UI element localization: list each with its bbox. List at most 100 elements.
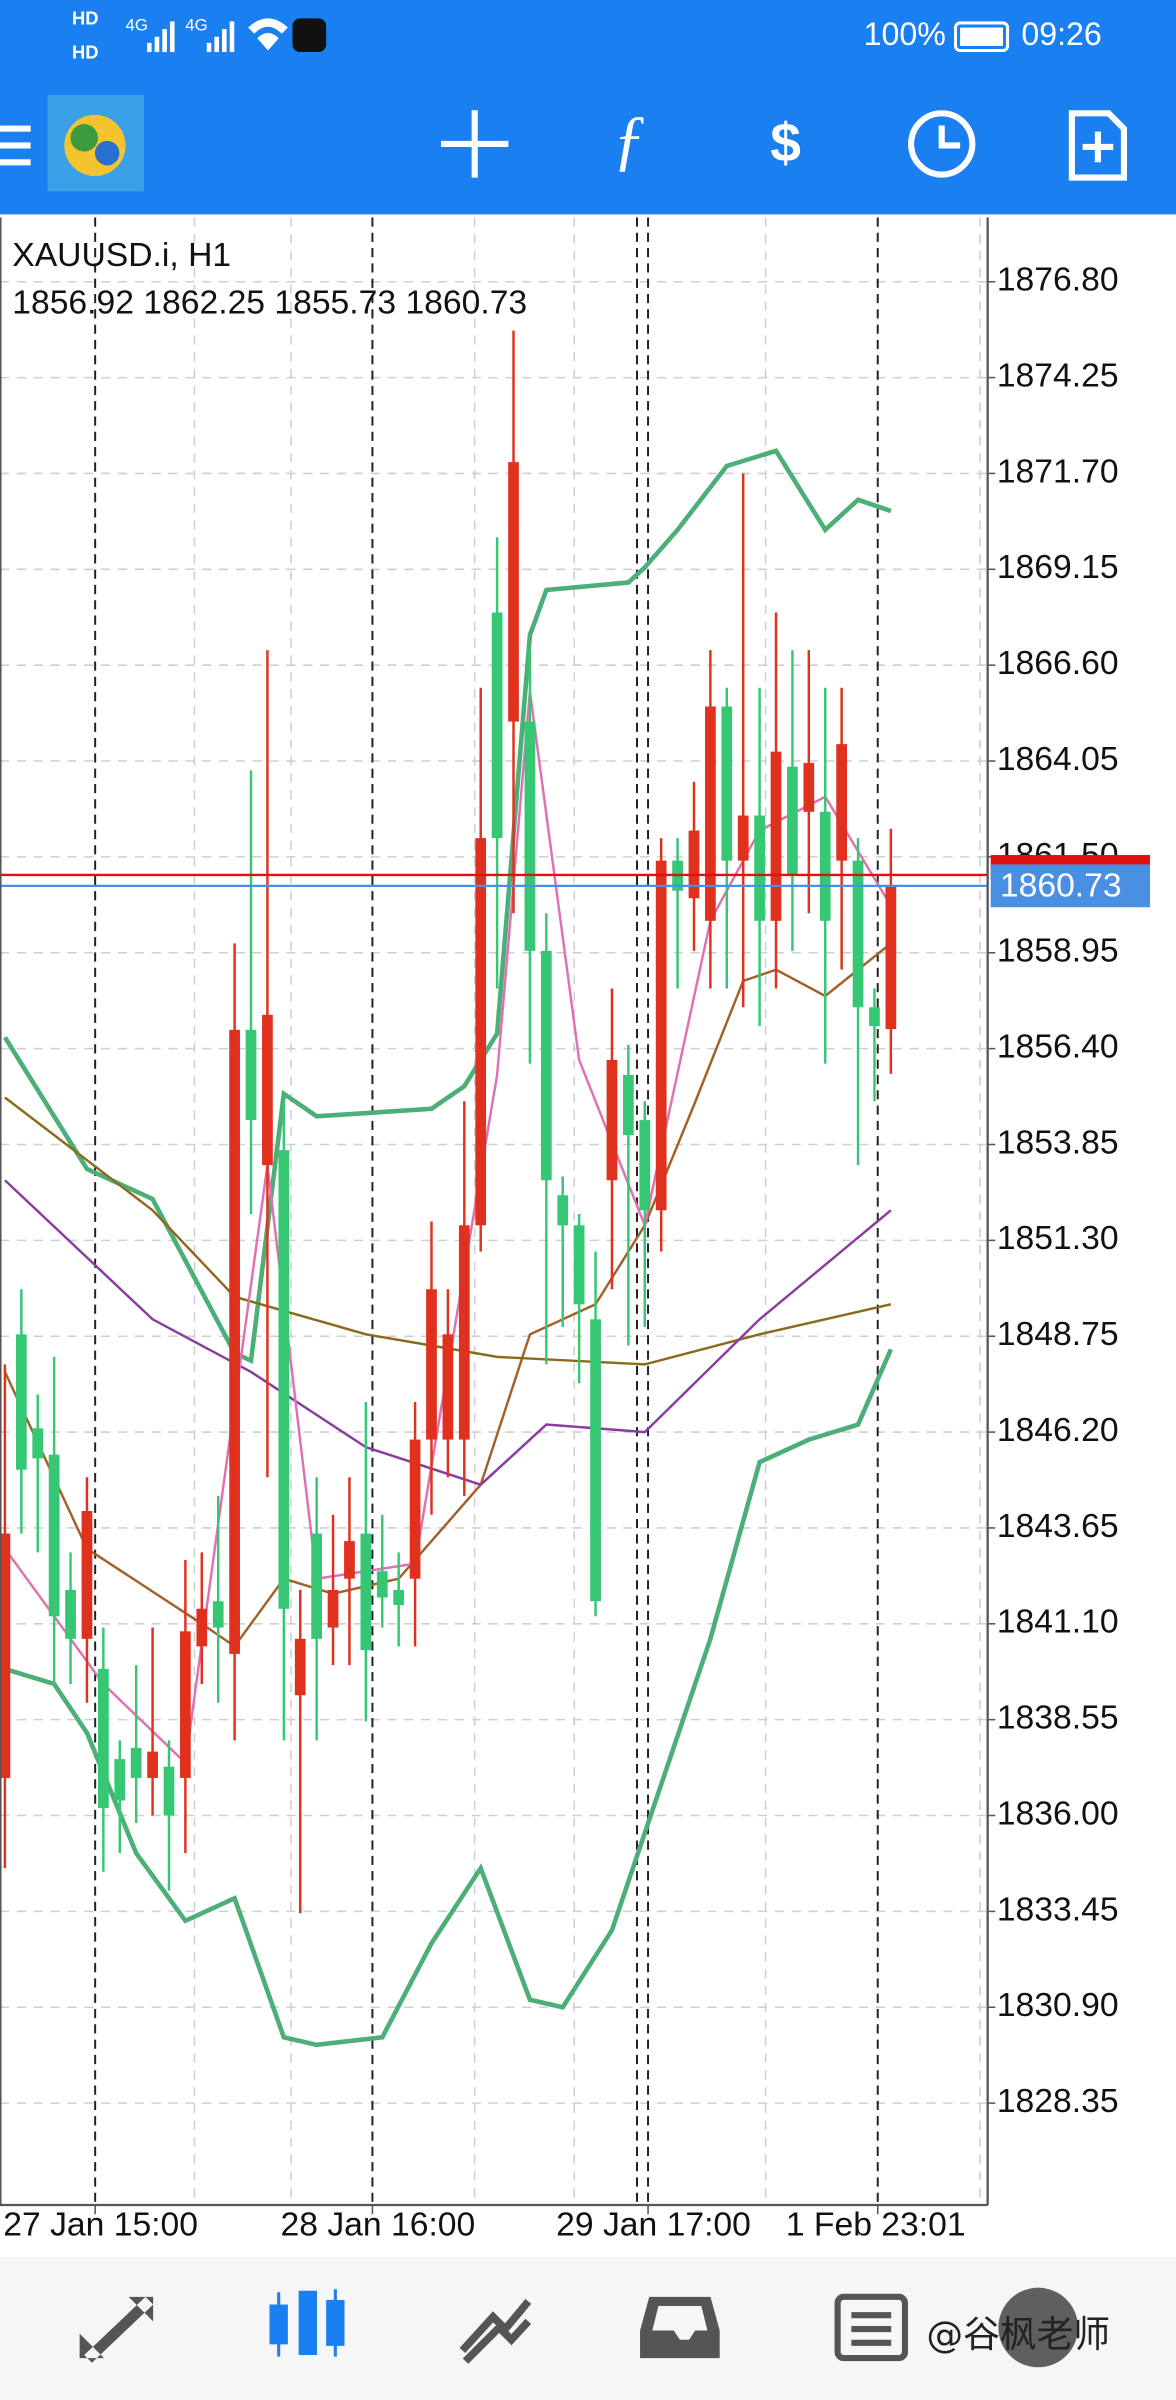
chart-tab[interactable] bbox=[269, 2289, 345, 2357]
status-net1: 4G bbox=[126, 15, 148, 34]
candle-body bbox=[196, 1608, 208, 1647]
candle-body bbox=[852, 860, 864, 1008]
candle-body bbox=[737, 815, 749, 861]
candle-body bbox=[393, 1589, 405, 1606]
ohlc-label: 1856.92 1862.25 1855.73 1860.73 bbox=[12, 285, 527, 322]
quotes-tab[interactable] bbox=[79, 2296, 154, 2363]
candle-body bbox=[787, 766, 798, 876]
clock: 09:26 bbox=[1021, 16, 1101, 52]
candle-body bbox=[688, 830, 700, 899]
y-tick-label: 1853.85 bbox=[997, 1124, 1119, 1161]
candle-body bbox=[180, 1631, 191, 1778]
candle-body bbox=[114, 1759, 126, 1801]
status-hd1: HD bbox=[72, 8, 99, 29]
y-tick-label: 1864.05 bbox=[997, 741, 1119, 778]
candle-body bbox=[458, 1225, 470, 1440]
symbol-label: XAUUSD.i, H1 bbox=[12, 237, 231, 274]
candle-body bbox=[229, 1029, 240, 1654]
candle-body bbox=[344, 1541, 355, 1579]
candle-body bbox=[212, 1601, 224, 1628]
candle-body bbox=[721, 706, 733, 861]
x-tick-label: 28 Jan 16:00 bbox=[281, 2206, 476, 2243]
candle-body bbox=[655, 860, 667, 1211]
template-button[interactable] bbox=[1068, 110, 1127, 181]
y-tick-label: 1843.65 bbox=[997, 1508, 1119, 1545]
y-tick-label: 1869.15 bbox=[997, 549, 1119, 586]
y-tick-label: 1836.00 bbox=[997, 1795, 1119, 1832]
candle-body bbox=[885, 885, 897, 1030]
trade-tab[interactable] bbox=[459, 2299, 532, 2364]
candle-body bbox=[376, 1571, 388, 1598]
bottom-nav bbox=[0, 2257, 1176, 2400]
y-tick-label: 1856.40 bbox=[997, 1029, 1119, 1066]
y-tick-label: 1874.25 bbox=[997, 357, 1119, 394]
candle-body bbox=[754, 815, 765, 921]
y-tick-label: 1833.45 bbox=[997, 1891, 1119, 1928]
menu-icon[interactable] bbox=[0, 125, 31, 166]
y-tick-label: 1846.20 bbox=[997, 1412, 1119, 1449]
candle-body bbox=[836, 744, 848, 861]
y-tick-label: 1841.10 bbox=[997, 1604, 1119, 1641]
candle-body bbox=[130, 1747, 142, 1778]
axes: 1876.80 1874.25 1871.70 1869.15 1866.60 1864.… bbox=[3, 262, 1150, 2243]
candle-body bbox=[524, 721, 536, 951]
watermark: @谷枫老师 bbox=[926, 2313, 1110, 2356]
battery-fill bbox=[960, 27, 1003, 46]
candle-body bbox=[475, 838, 487, 1226]
history-tab[interactable] bbox=[640, 2296, 720, 2359]
candle-body bbox=[360, 1533, 372, 1651]
y-tick-label: 1851.30 bbox=[997, 1220, 1119, 1257]
y-tick-label: 1876.80 bbox=[997, 262, 1119, 299]
battery-percent: 100% bbox=[864, 16, 946, 52]
y-tick-label: 1858.95 bbox=[997, 933, 1119, 970]
y-tick-label: 1866.60 bbox=[997, 645, 1119, 682]
candle-body bbox=[426, 1289, 437, 1440]
candle-body bbox=[245, 1029, 257, 1121]
x-tick-label: 27 Jan 15:00 bbox=[3, 2206, 198, 2243]
candle-body bbox=[294, 1638, 306, 1696]
candle-body bbox=[803, 762, 815, 812]
candle-body bbox=[557, 1195, 569, 1226]
candle-body bbox=[327, 1589, 339, 1628]
indicator-line bbox=[4, 1348, 893, 2048]
candle-body bbox=[15, 1334, 27, 1470]
bid-label: 1860.73 bbox=[1000, 867, 1122, 904]
candle-body bbox=[81, 1511, 93, 1639]
x-tick-label: 1 Feb 23:01 bbox=[786, 2206, 966, 2243]
settings-tab[interactable] bbox=[998, 2287, 1078, 2368]
candle-body bbox=[770, 751, 782, 921]
candle-body bbox=[32, 1428, 44, 1459]
status-net2: 4G bbox=[185, 15, 207, 34]
candle-body bbox=[606, 1059, 618, 1181]
candle-body bbox=[623, 1074, 634, 1136]
candle-body bbox=[705, 706, 716, 921]
status-hd2: HD bbox=[72, 41, 99, 62]
candle-body bbox=[0, 1533, 11, 1778]
indicator-line bbox=[4, 1179, 892, 1487]
candle-body bbox=[869, 1007, 880, 1027]
news-tab[interactable] bbox=[834, 2293, 909, 2362]
y-tick-label: 1871.70 bbox=[997, 453, 1119, 490]
trade-button[interactable]: $ bbox=[770, 112, 801, 174]
crosshair-button[interactable] bbox=[441, 110, 509, 178]
candle-body bbox=[65, 1589, 76, 1639]
candle-body bbox=[409, 1439, 421, 1579]
candle-body bbox=[147, 1751, 158, 1778]
candle-body bbox=[278, 1150, 290, 1609]
candle-body bbox=[48, 1454, 60, 1617]
y-tick-label: 1828.35 bbox=[997, 2083, 1119, 2120]
candle-body bbox=[491, 612, 503, 839]
candle-body bbox=[311, 1533, 322, 1639]
candle-body bbox=[262, 1014, 273, 1166]
candle-body bbox=[508, 462, 519, 722]
plot-area bbox=[0, 217, 988, 2204]
candle-body bbox=[163, 1766, 175, 1816]
candle-body bbox=[590, 1319, 601, 1602]
signal-icons bbox=[147, 18, 327, 53]
candle-body bbox=[98, 1668, 109, 1809]
period-button[interactable] bbox=[908, 110, 976, 178]
app-logo[interactable] bbox=[47, 94, 144, 192]
indicators-button[interactable]: ƒ bbox=[612, 102, 646, 177]
